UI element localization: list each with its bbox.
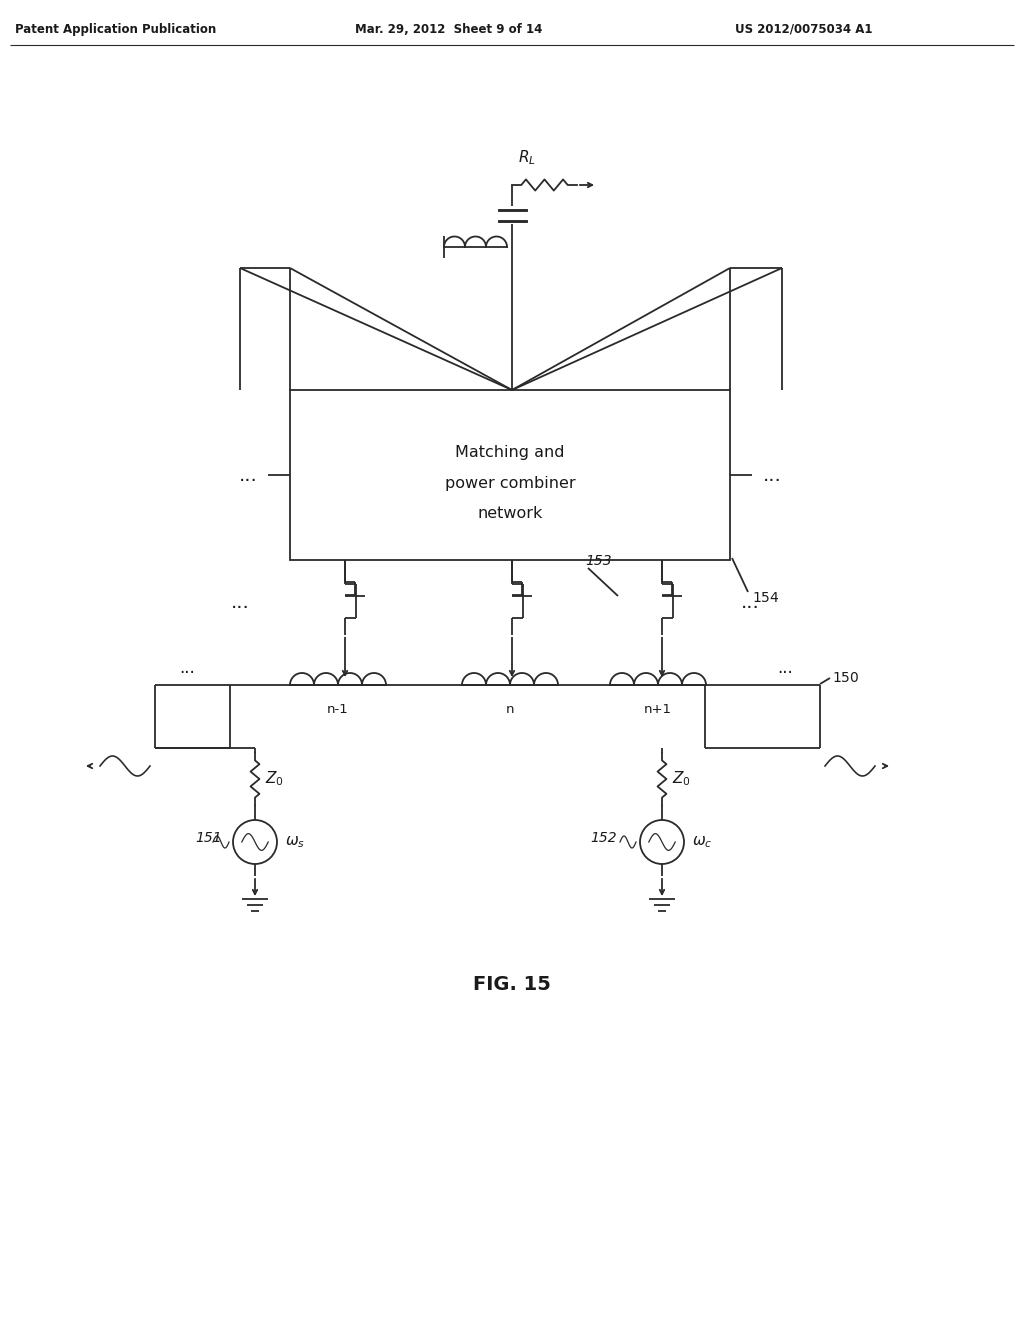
Text: ...: ... xyxy=(777,659,793,677)
Text: ...: ... xyxy=(239,466,257,484)
Text: ...: ... xyxy=(179,659,195,677)
Text: $R_L$: $R_L$ xyxy=(518,148,536,168)
Text: Matching and: Matching and xyxy=(456,446,565,461)
Text: 153: 153 xyxy=(585,554,611,568)
Text: Patent Application Publication: Patent Application Publication xyxy=(15,22,216,36)
Text: n: n xyxy=(506,704,514,715)
Text: $\omega_c$: $\omega_c$ xyxy=(692,834,713,850)
Text: US 2012/0075034 A1: US 2012/0075034 A1 xyxy=(735,22,872,36)
Text: FIG. 15: FIG. 15 xyxy=(473,975,551,994)
Text: 152: 152 xyxy=(590,832,616,845)
Text: $154$: $154$ xyxy=(752,591,779,605)
Text: ...: ... xyxy=(740,593,760,611)
Text: $150$: $150$ xyxy=(831,671,859,685)
Text: network: network xyxy=(477,506,543,520)
Text: $Z_0$: $Z_0$ xyxy=(265,770,284,788)
Text: power combiner: power combiner xyxy=(444,475,575,491)
Text: n+1: n+1 xyxy=(644,704,672,715)
Text: n-1: n-1 xyxy=(327,704,349,715)
Text: 151: 151 xyxy=(195,832,221,845)
Text: ...: ... xyxy=(230,593,250,611)
Bar xyxy=(290,389,730,560)
Text: ...: ... xyxy=(763,466,781,484)
Text: $\omega_s$: $\omega_s$ xyxy=(285,834,305,850)
Text: Mar. 29, 2012  Sheet 9 of 14: Mar. 29, 2012 Sheet 9 of 14 xyxy=(355,22,543,36)
Text: $Z_0$: $Z_0$ xyxy=(672,770,691,788)
